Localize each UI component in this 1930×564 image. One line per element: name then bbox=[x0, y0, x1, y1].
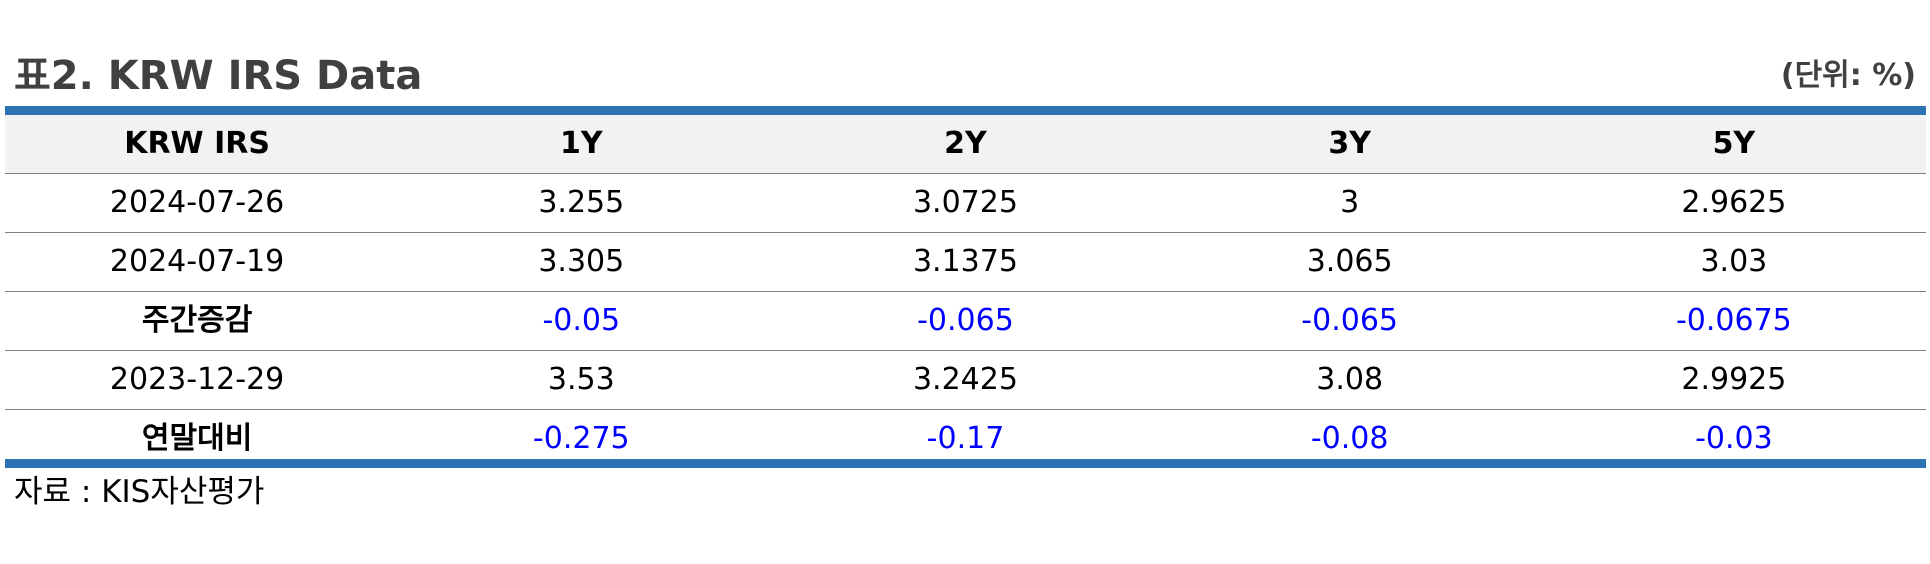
cell-3y: 3 bbox=[1340, 185, 1360, 220]
cell-1y: -0.275 bbox=[532, 421, 630, 456]
cell-5y: -0.03 bbox=[1695, 421, 1773, 456]
source-note: 자료 : KIS자산평가 bbox=[14, 474, 265, 510]
cell-3y: 3.08 bbox=[1316, 362, 1384, 397]
header-row: KRW IRS 1Y 2Y 3Y 5Y bbox=[5, 115, 1926, 174]
table-row: 2023-12-29 3.53 3.2425 3.08 2.9925 bbox=[5, 351, 1926, 410]
cell-3y: 3.065 bbox=[1306, 244, 1393, 279]
table-title: 표2. KRW IRS Data bbox=[14, 53, 423, 99]
cell-5y: 3.03 bbox=[1700, 244, 1768, 279]
row-label: 2024-07-19 bbox=[109, 244, 285, 279]
cell-2y: 3.0725 bbox=[912, 185, 1018, 220]
cell-2y: 3.1375 bbox=[912, 244, 1018, 279]
row-label: 2024-07-26 bbox=[109, 185, 285, 220]
header-5y: 5Y bbox=[1541, 115, 1926, 174]
table-row: 2024-07-19 3.305 3.1375 3.065 3.03 bbox=[5, 233, 1926, 292]
cell-2y: 3.2425 bbox=[912, 362, 1018, 397]
cell-1y: -0.05 bbox=[542, 303, 621, 338]
cell-2y: -0.17 bbox=[926, 421, 1005, 456]
cell-1y: 3.305 bbox=[538, 244, 625, 279]
unit-label: (단위: %) bbox=[1780, 58, 1916, 93]
table-row: 연말대비 -0.275 -0.17 -0.08 -0.03 bbox=[5, 410, 1926, 469]
table-row: 2024-07-26 3.255 3.0725 3 2.9625 bbox=[5, 174, 1926, 233]
row-label: 연말대비 bbox=[141, 421, 253, 456]
cell-5y: 2.9625 bbox=[1681, 185, 1787, 220]
header-3y: 3Y bbox=[1157, 115, 1542, 174]
row-label: 주간증감 bbox=[141, 303, 253, 338]
cell-1y: 3.53 bbox=[547, 362, 615, 397]
top-rule bbox=[5, 106, 1926, 115]
cell-1y: 3.255 bbox=[538, 185, 625, 220]
irs-table: KRW IRS 1Y 2Y 3Y 5Y 2024-07-26 3.255 3.0… bbox=[5, 115, 1926, 468]
bottom-rule bbox=[5, 459, 1926, 468]
cell-2y: -0.065 bbox=[917, 303, 1014, 338]
header-1y: 1Y bbox=[389, 115, 774, 174]
header-krw-irs: KRW IRS bbox=[5, 115, 390, 174]
row-label: 2023-12-29 bbox=[109, 362, 285, 397]
cell-5y: 2.9925 bbox=[1681, 362, 1787, 397]
table-row: 주간증감 -0.05 -0.065 -0.065 -0.0675 bbox=[5, 292, 1926, 351]
cell-5y: -0.0675 bbox=[1675, 303, 1792, 338]
cell-3y: -0.08 bbox=[1310, 421, 1389, 456]
header-2y: 2Y bbox=[773, 115, 1158, 174]
cell-3y: -0.065 bbox=[1301, 303, 1399, 338]
